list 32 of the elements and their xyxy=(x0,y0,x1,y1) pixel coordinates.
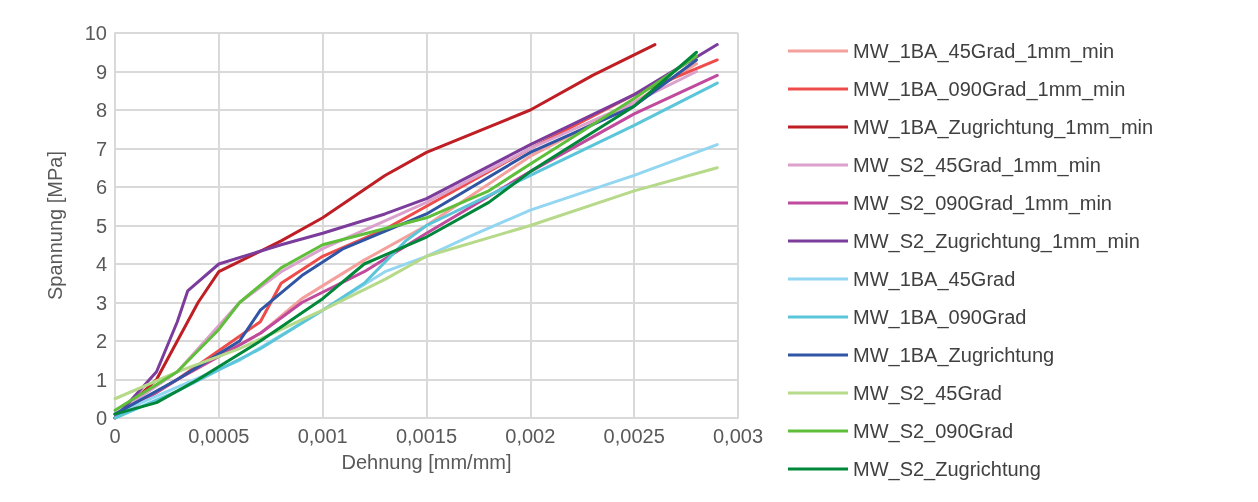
legend-label: MW_S2_Zugrichtung_1mm_min xyxy=(853,230,1140,253)
x-tick-label: 0,001 xyxy=(297,425,348,447)
legend-label: MW_1BA_45Grad_1mm_min xyxy=(853,40,1115,63)
x-axis-title: Dehnung [mm/mm] xyxy=(341,451,512,473)
x-tick-label: 0,002 xyxy=(505,425,556,447)
y-tick-label: 7 xyxy=(95,137,107,160)
legend-label: MW_1BA_090Grad_1mm_min xyxy=(853,78,1126,101)
y-tick-label: 10 xyxy=(84,22,107,44)
x-tick-label: 0,0025 xyxy=(603,425,665,447)
legend-label: MW_1BA_Zugrichtung_1mm_min xyxy=(853,116,1154,139)
legend-label: MW_1BA_090Grad xyxy=(853,306,1027,329)
y-tick-label: 1 xyxy=(95,368,107,391)
legend-label: MW_1BA_Zugrichtung xyxy=(853,344,1055,367)
x-tick-label: 0,003 xyxy=(712,425,764,447)
y-axis-title: Spannung [MPa] xyxy=(44,151,66,300)
legend-label: MW_S2_090Grad_1mm_min xyxy=(853,192,1112,215)
x-tick-label: 0 xyxy=(109,425,121,447)
y-tick-label: 6 xyxy=(95,176,107,198)
legend-label: MW_S2_45Grad xyxy=(853,382,1002,405)
y-tick-label: 5 xyxy=(95,214,107,237)
legend-label: MW_1BA_45Grad xyxy=(853,268,1016,291)
legend-label: MW_S2_Zugrichtung xyxy=(853,458,1041,481)
y-tick-label: 8 xyxy=(95,99,107,121)
x-tick-label: 0,0015 xyxy=(395,425,458,447)
y-tick-label: 2 xyxy=(95,330,107,352)
x-tick-label: 0,0005 xyxy=(188,425,250,447)
legend-label: MW_S2_090Grad xyxy=(853,420,1014,443)
y-tick-label: 9 xyxy=(95,60,107,83)
y-tick-label: 3 xyxy=(95,291,107,314)
legend-label: MW_S2_45Grad_1mm_min xyxy=(853,154,1101,177)
y-tick-label: 0 xyxy=(95,407,107,429)
y-tick-label: 4 xyxy=(95,253,107,275)
